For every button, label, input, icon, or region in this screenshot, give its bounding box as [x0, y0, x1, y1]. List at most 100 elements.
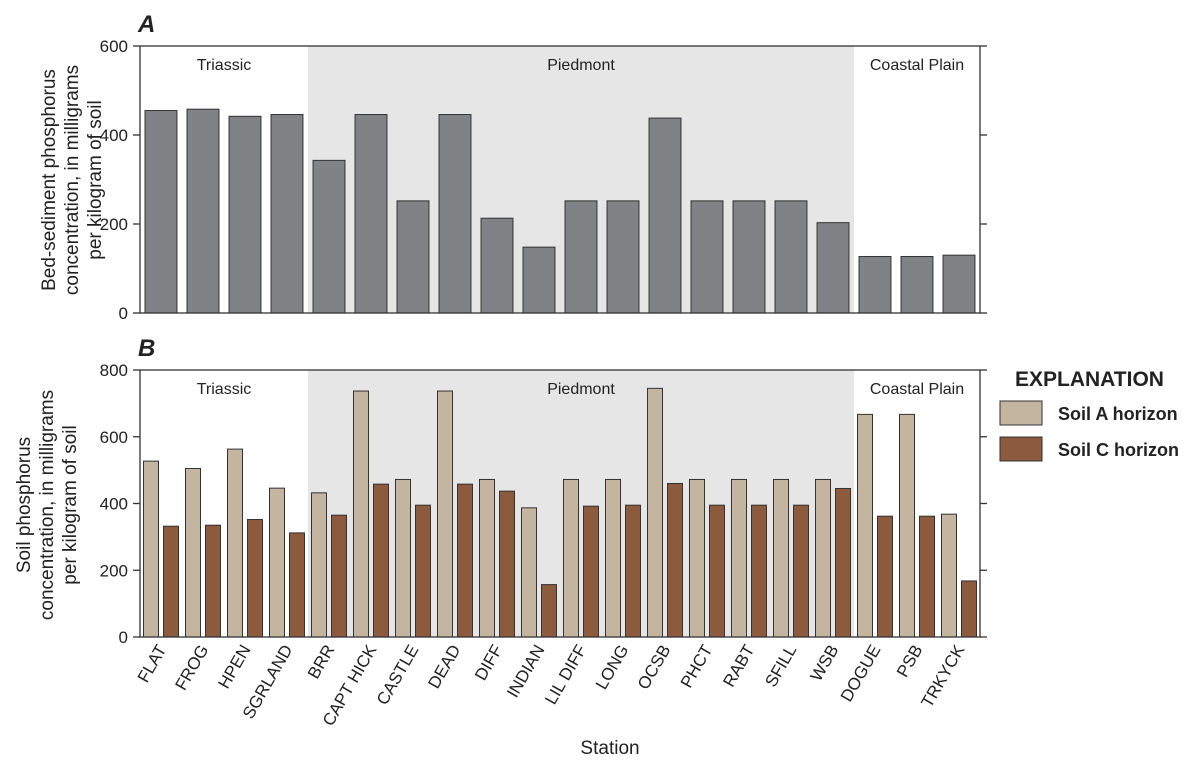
region-label-coastal-plain: Coastal Plain	[870, 381, 964, 398]
bar-rabt-soil-a	[731, 478, 747, 638]
region-label-piedmont: Piedmont	[547, 57, 615, 74]
bar-trkyck-soil-a	[941, 513, 957, 638]
bar-trkyck	[942, 254, 976, 314]
bar-sfill	[774, 200, 808, 314]
bar-phct-soil-a	[689, 478, 705, 638]
bar-ocsb-soil-c	[667, 482, 683, 638]
bar-sfill-soil-c	[793, 504, 809, 638]
bar-indian-soil-c	[541, 584, 557, 638]
bar-ocsb-soil-a	[647, 387, 663, 638]
bar-diff	[480, 217, 514, 314]
bar-capt-hick-soil-a	[353, 390, 369, 638]
bar-diff-soil-c	[499, 490, 515, 638]
legend-swatch-soil-c	[999, 436, 1043, 462]
legend: EXPLANATION Soil A horizon Soil C horizo…	[999, 368, 1179, 462]
bar-diff-soil-a	[479, 478, 495, 638]
bar-rabt-soil-c	[751, 504, 767, 638]
panel-b-soil: 0 200 400 600 800 Triassic Piedmont Coastal Pl…	[14, 335, 987, 759]
bar-dead-soil-c	[457, 483, 473, 638]
bar-sgrland-soil-c	[289, 532, 305, 638]
bar-psb	[900, 255, 934, 314]
y-tick-label: 200	[100, 215, 128, 234]
x-category-label: RABT	[719, 642, 758, 691]
y-tick-label: 0	[119, 628, 128, 647]
bar-long	[606, 200, 640, 314]
bar-sgrland	[270, 114, 304, 314]
panel-b-piedmont-shading	[308, 370, 854, 637]
bar-indian	[522, 246, 556, 314]
bar-wsb	[816, 222, 850, 314]
x-category-label: OCSB	[634, 642, 675, 693]
x-axis-label: Station	[580, 738, 639, 759]
region-label-triassic: Triassic	[197, 57, 252, 74]
legend-label-soil-a: Soil A horizon	[1058, 404, 1178, 424]
bar-flat-soil-c	[163, 525, 179, 638]
legend-label-soil-c: Soil C horizon	[1058, 440, 1179, 460]
bar-long-soil-c	[625, 504, 641, 638]
legend-swatch-soil-a	[999, 400, 1043, 426]
x-category-label: DIFF	[471, 642, 506, 684]
bar-phct	[690, 200, 724, 314]
x-category-label: DEAD	[424, 642, 464, 692]
bar-dogue-soil-c	[877, 515, 893, 638]
panel-a-bed-sediment: 0 200 400 600 Triassic Piedmont Coastal Plain…	[39, 11, 987, 323]
bar-dogue	[858, 255, 892, 314]
bar-lil-diff	[564, 200, 598, 314]
x-category-label: SFILL	[761, 642, 800, 691]
bar-ocsb	[648, 117, 682, 314]
bar-phct-soil-c	[709, 504, 725, 638]
bar-lil-diff-soil-c	[583, 505, 599, 638]
panel-a-frame	[139, 45, 981, 314]
bar-hpen	[228, 115, 262, 314]
bar-brr-soil-a	[311, 492, 327, 638]
y-tick-label: 400	[100, 495, 128, 514]
bar-indian-soil-a	[521, 507, 537, 638]
bar-brr-soil-c	[331, 514, 347, 638]
bar-dead	[438, 114, 472, 314]
bar-castle-soil-a	[395, 478, 411, 638]
x-category-label: CASTLE	[373, 642, 423, 709]
y-tick-label: 400	[100, 126, 128, 145]
bar-capt-hick	[354, 114, 388, 314]
x-category-label: WSB	[807, 642, 843, 685]
bar-castle	[396, 200, 430, 314]
bar-frog-soil-a	[185, 467, 201, 638]
bar-frog-soil-c	[205, 524, 221, 638]
panel-a-y-axis-label: Bed-sediment phosphorus concentration, in…	[39, 65, 106, 295]
panel-b-letter: B	[138, 335, 155, 362]
bar-frog	[186, 108, 220, 314]
bar-capt-hick-soil-c	[373, 483, 389, 638]
bar-psb-soil-a	[899, 413, 915, 638]
x-category-label: LONG	[592, 642, 633, 693]
region-label-coastal-plain: Coastal Plain	[870, 57, 964, 74]
y-tick-label: 800	[100, 361, 128, 380]
x-category-label: DOGUE	[837, 642, 885, 705]
x-category-label: HPEN	[214, 642, 254, 692]
x-category-label: BRR	[304, 642, 338, 683]
x-category-label: PSB	[893, 642, 926, 681]
x-category-label: PHCT	[677, 642, 717, 692]
bar-wsb-soil-c	[835, 487, 851, 638]
bar-dead-soil-a	[437, 390, 453, 638]
bar-wsb-soil-a	[815, 478, 831, 638]
y-tick-label: 600	[100, 428, 128, 447]
bar-sfill-soil-a	[773, 478, 789, 638]
y-tick-label: 600	[100, 37, 128, 56]
bar-lil-diff-soil-a	[563, 478, 579, 638]
bar-dogue-soil-a	[857, 413, 873, 638]
bar-long-soil-a	[605, 478, 621, 638]
x-category-label: FLAT	[134, 642, 171, 686]
x-category-label: FROG	[171, 642, 212, 694]
bar-flat	[144, 110, 178, 314]
bar-brr	[312, 159, 346, 314]
bar-hpen-soil-c	[247, 519, 263, 638]
region-label-triassic: Triassic	[197, 381, 252, 398]
y-tick-label: 200	[100, 561, 128, 580]
bar-rabt	[732, 200, 766, 314]
panel-b-y-axis-label: Soil phosphorus concentration, in milligr…	[14, 390, 81, 620]
bar-flat-soil-a	[143, 460, 159, 638]
bar-trkyck-soil-c	[961, 580, 977, 638]
bar-psb-soil-c	[919, 515, 935, 638]
x-category-label: INDIAN	[503, 642, 548, 701]
